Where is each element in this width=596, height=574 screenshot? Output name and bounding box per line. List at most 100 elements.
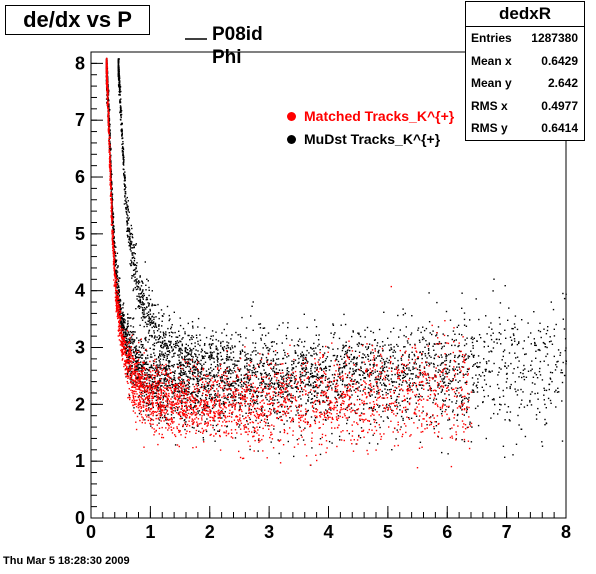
data-point	[422, 336, 424, 338]
data-point	[161, 341, 164, 344]
data-point	[456, 414, 459, 417]
data-point	[179, 350, 181, 352]
data-point	[547, 326, 549, 328]
data-point	[328, 408, 330, 410]
data-point	[332, 348, 334, 350]
data-point	[118, 58, 120, 60]
data-point	[223, 371, 225, 373]
data-point	[279, 363, 281, 365]
data-point	[196, 359, 199, 362]
data-point	[401, 384, 403, 386]
data-point	[192, 366, 194, 368]
data-point	[248, 408, 251, 410]
data-point	[136, 295, 138, 297]
data-point	[446, 367, 448, 370]
data-point	[367, 347, 369, 349]
data-point	[445, 372, 448, 374]
data-point	[313, 353, 315, 355]
data-point	[232, 363, 234, 365]
data-point	[134, 279, 137, 281]
data-point	[197, 343, 199, 345]
data-point	[339, 390, 342, 393]
data-point	[290, 387, 293, 389]
data-point	[112, 221, 114, 223]
data-point	[256, 394, 258, 397]
data-point	[438, 383, 440, 385]
data-point	[471, 336, 473, 338]
data-point	[130, 240, 132, 242]
data-point	[221, 417, 223, 419]
data-point	[258, 365, 260, 368]
data-point	[110, 182, 113, 184]
data-point	[355, 363, 358, 366]
data-point	[227, 342, 230, 344]
data-point	[432, 401, 434, 404]
data-point	[453, 339, 456, 342]
data-point	[272, 404, 274, 407]
data-point	[305, 358, 307, 361]
data-point	[353, 383, 355, 385]
data-point	[222, 388, 224, 391]
data-point	[300, 354, 303, 357]
data-point	[382, 367, 384, 369]
data-point	[219, 351, 222, 354]
data-point	[187, 352, 190, 354]
data-point	[157, 370, 159, 372]
data-point	[551, 372, 554, 374]
data-point	[253, 414, 256, 416]
data-point	[549, 399, 552, 402]
data-point	[320, 376, 322, 378]
data-point	[213, 397, 215, 399]
data-point	[184, 393, 187, 395]
data-point	[419, 351, 421, 353]
data-point	[191, 394, 193, 396]
data-point	[203, 344, 206, 346]
data-point	[433, 349, 435, 351]
data-point	[135, 265, 138, 267]
data-point	[563, 374, 566, 377]
data-point	[210, 374, 212, 377]
data-point	[461, 334, 463, 336]
data-point	[259, 384, 261, 387]
data-point	[231, 345, 233, 347]
data-point	[464, 381, 467, 384]
data-point	[329, 384, 332, 387]
data-point	[473, 364, 475, 366]
data-point	[203, 327, 206, 329]
data-point	[159, 350, 161, 352]
data-point	[150, 425, 152, 427]
data-point	[491, 370, 493, 372]
data-point	[201, 409, 204, 411]
data-point	[276, 382, 278, 384]
data-point	[138, 305, 140, 307]
data-point	[202, 439, 205, 441]
data-point	[140, 396, 142, 399]
data-point	[372, 331, 375, 334]
data-point	[261, 353, 264, 355]
data-point	[369, 388, 371, 390]
data-point	[171, 350, 173, 352]
data-point	[127, 222, 129, 225]
data-point	[314, 364, 317, 366]
data-point	[284, 351, 286, 354]
data-point	[512, 372, 514, 374]
data-point	[467, 398, 469, 400]
data-point	[129, 340, 132, 343]
data-point	[482, 371, 484, 374]
data-point	[180, 371, 182, 373]
data-point	[512, 454, 514, 456]
data-point	[450, 387, 453, 389]
data-point	[124, 328, 127, 331]
data-point	[162, 346, 165, 348]
data-point	[382, 397, 385, 399]
data-point	[140, 306, 142, 308]
data-point	[217, 390, 219, 392]
data-point	[124, 340, 127, 342]
data-point	[148, 294, 150, 297]
data-point	[186, 358, 188, 360]
data-point	[190, 407, 192, 410]
data-point	[371, 394, 373, 396]
data-point	[118, 85, 121, 87]
data-point	[211, 397, 213, 400]
data-point	[194, 360, 196, 363]
